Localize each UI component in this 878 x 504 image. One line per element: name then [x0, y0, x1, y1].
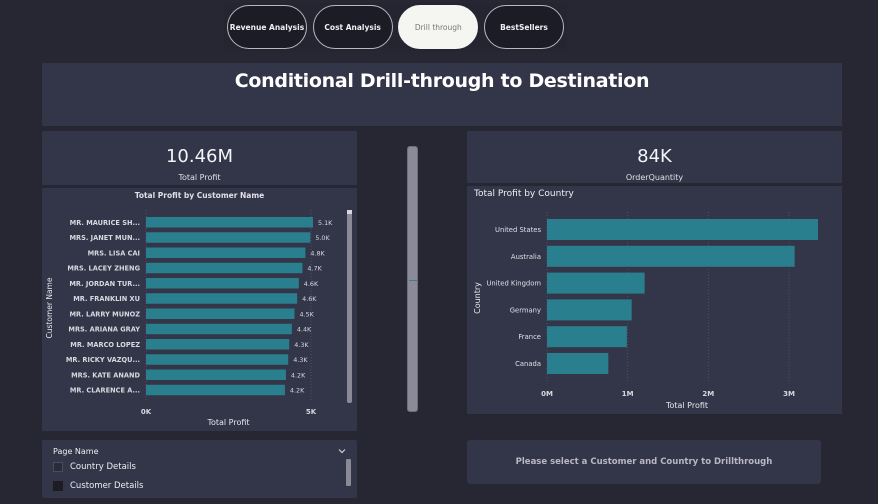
title-panel: Conditional Drill-through to Destination [42, 63, 842, 126]
customer-profit-chart: Total Profit by Customer Name 0K 5K MR. MA… [42, 188, 357, 431]
country-chart-title: Total Profit by Country [474, 189, 574, 199]
slicer-option-label: Country Details [70, 462, 136, 472]
x-tick-label: 5K [306, 408, 317, 416]
page-navigator: Revenue Analysis Cost Analysis Drill thr… [224, 3, 567, 51]
total-profit-value: 10.46M [165, 146, 234, 167]
bar [547, 245, 795, 267]
bar [146, 323, 292, 335]
data-label: 4.7K [307, 265, 322, 273]
category-label: United Kingdom [486, 280, 541, 288]
page-name-slicer: Page Name Country Details Customer Detai… [42, 440, 357, 498]
bar [146, 293, 298, 304]
category-label: Germany [510, 306, 541, 314]
category-label: MR. MAURICE SH... [70, 219, 140, 227]
y-axis-title: Customer Name [45, 277, 54, 338]
bar [146, 354, 289, 365]
page-title: Conditional Drill-through to Destination [234, 70, 650, 92]
order-quantity-value: 84K [637, 146, 672, 167]
scrollbar-marker [409, 280, 417, 281]
category-label: MRS. KATE ANAND [71, 371, 140, 379]
data-label: 5.1K [318, 219, 333, 227]
x-axis-title: Total Profit [206, 418, 249, 427]
drillthrough-button[interactable]: Please select a Customer and Country to … [467, 440, 821, 484]
x-tick-label: 0K [141, 408, 152, 416]
customer-chart-svg: 0K 5K MR. MAURICE SH... 5.1K MRS. JANET MUN.… [45, 210, 352, 427]
bar [146, 217, 313, 228]
bar [146, 232, 311, 243]
checkbox-unchecked[interactable] [53, 462, 63, 472]
customer-chart-title: Total Profit by Customer Name [134, 191, 265, 200]
category-label: MRS. ARIANA GRAY [68, 326, 140, 334]
slicer-option-customer-details[interactable]: Customer Details [53, 481, 143, 491]
data-label: 4.2K [290, 387, 305, 395]
bar [146, 278, 299, 289]
country-profit-chart: Total Profit by Country 0M 1M 2M 3M United S… [467, 186, 842, 414]
category-label: MR. JORDAN TUR... [69, 280, 140, 288]
data-label: 4.2K [291, 371, 306, 379]
bar [547, 272, 645, 294]
nav-bestsellers-button[interactable]: BestSellers [483, 5, 564, 49]
nav-cost-analysis-button[interactable]: Cost Analysis [312, 5, 393, 49]
slicer-title: Page Name [53, 447, 99, 456]
category-label: MR. FRANKLIN XU [73, 295, 140, 303]
x-axis-title: Total Profit [665, 401, 708, 410]
bar [547, 219, 819, 240]
category-label: MRS. JANET MUN... [69, 234, 140, 242]
checkbox-checked[interactable] [53, 481, 63, 491]
total-profit-card: 10.46M Total Profit [42, 131, 357, 185]
x-tick-label: 3M [783, 390, 795, 398]
data-label: 4.3K [293, 356, 308, 364]
category-label: Australia [511, 253, 541, 261]
category-label: France [518, 333, 541, 341]
category-label: MRS. LACEY ZHENG [67, 265, 140, 273]
bar [547, 353, 609, 374]
category-label: MR. LARRY MUNOZ [69, 310, 140, 318]
data-label: 4.6K [304, 280, 319, 288]
bar [146, 339, 290, 350]
data-label: 4.4K [297, 326, 312, 334]
data-label: 4.3K [294, 341, 309, 349]
data-label: 5.0K [315, 234, 330, 242]
x-tick-label: 0M [541, 390, 553, 398]
chart-scrollbar-thumb [347, 210, 352, 214]
slicer-scrollbar[interactable] [346, 459, 351, 486]
order-quantity-label: OrderQuantity [625, 173, 684, 182]
category-label: Canada [515, 360, 541, 368]
bar [547, 326, 627, 348]
category-label: MR. MARCO LOPEZ [70, 341, 140, 349]
slicer-option-country-details[interactable]: Country Details [53, 462, 136, 472]
y-axis-title: Country [473, 282, 482, 314]
chevron-down-icon[interactable] [337, 446, 347, 456]
country-chart-svg: 0M 1M 2M 3M United States Australia United Kin… [473, 212, 819, 410]
bar [146, 384, 285, 396]
nav-drill-through-button[interactable]: Drill through [398, 5, 479, 49]
data-label: 4.6K [302, 295, 317, 303]
category-label: MR. RICKY VAZQU... [66, 356, 140, 364]
order-quantity-card: 84K OrderQuantity [467, 131, 842, 183]
bar [146, 262, 303, 274]
category-label: MRS. LISA CAI [88, 249, 140, 257]
data-label: 4.5K [300, 310, 315, 318]
x-tick-label: 2M [702, 390, 714, 398]
bar [547, 299, 632, 321]
bar [146, 247, 306, 258]
chart-scrollbar [347, 210, 352, 403]
bar [146, 308, 295, 319]
category-label: MR. CLARENCE A... [70, 387, 140, 395]
nav-revenue-analysis-button[interactable]: Revenue Analysis [227, 5, 307, 49]
data-label: 4.8K [310, 249, 325, 257]
x-tick-label: 1M [622, 390, 634, 398]
category-label: United States [495, 226, 541, 234]
total-profit-label: Total Profit [178, 173, 221, 182]
slicer-option-label: Customer Details [70, 481, 144, 491]
page-scrollbar[interactable] [407, 146, 418, 412]
bar [146, 369, 286, 380]
